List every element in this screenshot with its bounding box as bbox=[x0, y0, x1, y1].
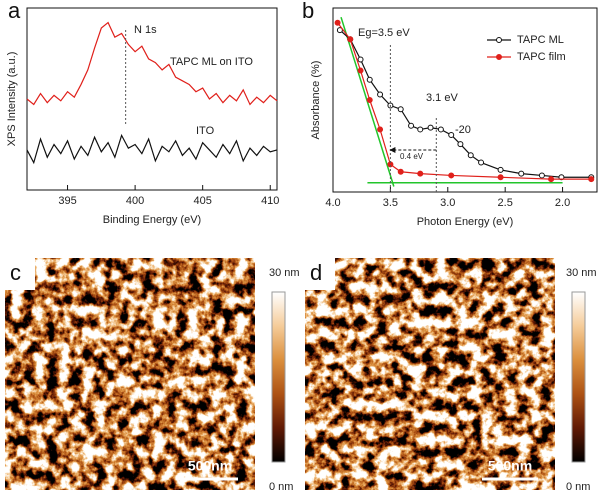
data-point bbox=[347, 36, 354, 43]
data-point bbox=[357, 56, 364, 63]
scale-bar-label: 500nm bbox=[488, 458, 532, 474]
annotation: N 1s bbox=[134, 24, 157, 36]
colorbar bbox=[271, 291, 286, 463]
x-tick-label: 3.5 bbox=[383, 197, 398, 209]
legend-marker bbox=[496, 37, 502, 43]
data-point bbox=[427, 124, 434, 131]
x-axis-label: Binding Energy (eV) bbox=[103, 214, 201, 226]
x-tick-label: 4.0 bbox=[325, 197, 340, 209]
x-tick-label: 2.0 bbox=[555, 197, 570, 209]
panel-label: d bbox=[310, 260, 322, 285]
data-point bbox=[397, 168, 404, 175]
x-tick-label: 3.0 bbox=[440, 197, 455, 209]
data-point bbox=[417, 170, 424, 177]
annotation: 3.1 eV bbox=[426, 92, 458, 104]
series-line bbox=[26, 133, 278, 165]
series-line bbox=[26, 21, 278, 106]
data-point bbox=[497, 174, 504, 181]
data-point bbox=[448, 172, 455, 179]
x-tick-label: 400 bbox=[126, 195, 144, 207]
y-axis-label: XPS Intensity (a.u.) bbox=[6, 52, 18, 147]
annotation: Eg=3.5 eV bbox=[358, 27, 410, 39]
data-point bbox=[417, 126, 424, 133]
data-point bbox=[588, 176, 595, 183]
data-point bbox=[397, 106, 404, 113]
series-line bbox=[337, 22, 592, 180]
data-point bbox=[377, 126, 384, 133]
label-box bbox=[305, 258, 335, 290]
data-point bbox=[377, 91, 384, 98]
data-point bbox=[437, 126, 444, 133]
panel-label: a bbox=[8, 0, 21, 23]
legend-label: TAPC ML bbox=[517, 34, 564, 46]
afm-image bbox=[305, 258, 555, 490]
data-point bbox=[467, 152, 474, 159]
colorbar bbox=[571, 291, 586, 463]
data-point bbox=[336, 27, 343, 34]
legend-label: TAPC film bbox=[517, 51, 566, 63]
colorbar-min: 0 nm bbox=[566, 481, 590, 493]
plot-frame bbox=[332, 7, 598, 193]
annotation: 0.4 eV bbox=[400, 152, 424, 161]
x-axis-label: Photon Energy (eV) bbox=[417, 216, 514, 228]
data-point bbox=[548, 176, 555, 183]
x-tick-label: 410 bbox=[261, 195, 279, 207]
series-label: TAPC ML on ITO bbox=[170, 56, 253, 68]
annotation: -20 bbox=[455, 124, 471, 136]
y-axis-label: Absorbance (%) bbox=[310, 61, 322, 140]
data-point bbox=[497, 166, 504, 173]
legend-marker bbox=[496, 54, 502, 60]
label-box bbox=[5, 258, 35, 290]
x-tick-label: 405 bbox=[193, 195, 211, 207]
x-tick-label: 395 bbox=[58, 195, 76, 207]
colorbar-max: 30 nm bbox=[269, 267, 300, 279]
data-point bbox=[408, 122, 415, 129]
series-label: ITO bbox=[196, 125, 215, 137]
data-point bbox=[538, 172, 545, 179]
data-point bbox=[366, 97, 373, 103]
panel-label: b bbox=[302, 0, 314, 23]
panel-label: c bbox=[10, 260, 21, 285]
data-point bbox=[478, 159, 485, 166]
data-point bbox=[357, 67, 364, 74]
data-point bbox=[457, 141, 464, 148]
scale-bar-label: 500nm bbox=[188, 458, 232, 474]
data-point bbox=[366, 76, 373, 83]
data-point bbox=[334, 19, 341, 26]
x-tick-label: 2.5 bbox=[498, 197, 513, 209]
data-point bbox=[448, 131, 455, 138]
afm-image bbox=[5, 258, 255, 490]
data-point bbox=[518, 170, 525, 177]
colorbar-min: 0 nm bbox=[269, 481, 293, 493]
colorbar-max: 30 nm bbox=[566, 267, 597, 279]
